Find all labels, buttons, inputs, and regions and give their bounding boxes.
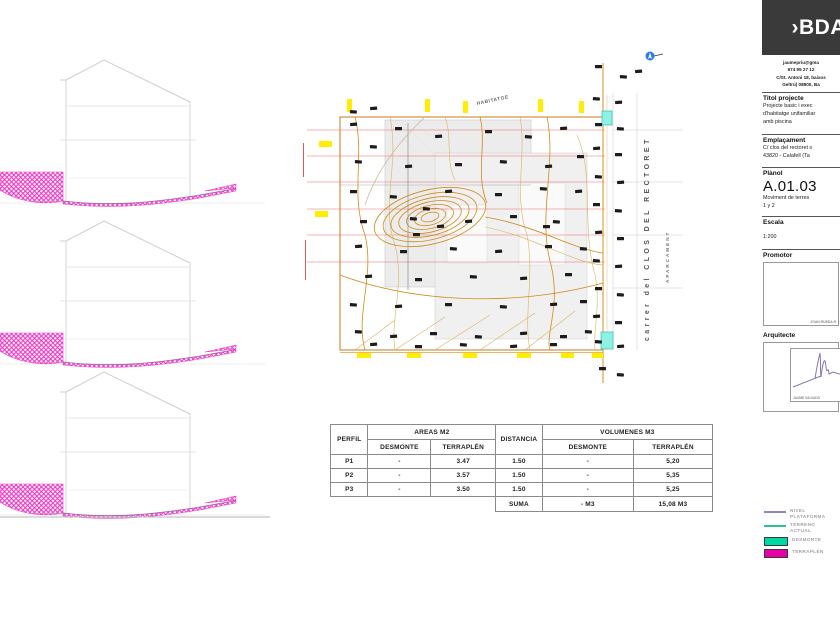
legend-label: DESMONTE <box>792 536 822 542</box>
sheet-number: A.01.03 <box>763 178 817 196</box>
contact-email: jaumepriu@gma <box>783 60 819 65</box>
plot-boundary <box>339 63 638 383</box>
divider <box>762 248 840 250</box>
cell-perfil: P3 <box>329 482 369 497</box>
cell-suma-desmonte: - M3 <box>541 496 634 512</box>
contact-address-1: C/St. Antoni 18, baixos <box>776 74 826 80</box>
elevation-labels <box>349 65 643 377</box>
architect-label: Arquitecte <box>763 331 796 339</box>
terreno-actual-swatch <box>764 525 786 528</box>
cell-vol-terraplen: 5,25 <box>632 482 714 497</box>
legend: NIVEL PLATAFORMA TERRENO ACTUAL DESMONTE… <box>764 508 840 561</box>
earthworks-table: PERFIL AREAS M2 DISTANCIA VOLUMENES M3 D… <box>329 424 714 512</box>
legend-label: TERRENO ACTUAL <box>790 522 816 534</box>
col-header-perfil: PERFIL <box>329 424 369 455</box>
contour-lines <box>339 116 604 351</box>
legend-label: NIVEL PLATAFORMA <box>790 508 826 519</box>
col-header-areas-desmonte: DESMONTE <box>367 439 432 455</box>
promoter-label: Promotor <box>763 251 793 259</box>
terraplen-swatch <box>764 548 788 558</box>
project-title-label: Titol projecte <box>763 95 804 103</box>
divider <box>762 92 840 94</box>
profile-p1 <box>0 59 266 207</box>
divider <box>762 167 840 169</box>
contact-info: jaumepriu@gma 674 95 27 12 C/St. Antoni … <box>762 59 840 88</box>
cell-distancia: 1.50 <box>495 482 543 497</box>
col-header-volumenes: VOLUMENES M3 <box>541 424 714 440</box>
table-row-p3: P3 - 3.50 1.50 - 5,25 <box>329 482 714 497</box>
col-header-areas-terraplen: TERRAPLÉN <box>430 439 497 455</box>
cell-distancia: 1.50 <box>495 468 543 483</box>
legend-label: TERRAPLÉN <box>792 548 824 554</box>
cell-area-terraplen: 3.50 <box>430 482 497 497</box>
cell-vol-terraplen: 5,35 <box>632 468 714 483</box>
architect-name: JAUME SALVADO <box>793 395 821 400</box>
table-row-suma: SUMA - M3 15,08 M3 <box>331 496 714 512</box>
legend-item-terreno-actual: TERRENO ACTUAL <box>764 522 840 533</box>
col-header-areas: AREAS M2 <box>367 424 497 440</box>
topographic-plan: HABITATGE carrer del CLOS DEL RECTORET A… <box>303 51 683 383</box>
col-header-distancia: DISTANCIA <box>495 424 543 455</box>
contact-phone: 674 95 27 12 <box>787 67 815 73</box>
nivel-plataforma-swatch <box>764 511 786 513</box>
legend-item-nivel-plataforma: NIVEL PLATAFORMA <box>764 508 840 519</box>
cell-area-terraplen: 3.57 <box>430 468 497 483</box>
signature-icon <box>792 352 840 388</box>
title-block: ›BDA jaumepriu@gma 674 95 27 12 C/St. An… <box>762 0 840 630</box>
sheet-subtitle: Moviment de terres 1 y 2 <box>763 195 810 209</box>
legend-item-terraplen: TERRAPLÉN <box>764 548 840 558</box>
contact-address-2: Geltrú) 08800, Ba <box>782 82 820 88</box>
cell-vol-desmonte: - <box>541 482 634 497</box>
street-label: carrer del CLOS DEL RECTORET <box>644 136 651 341</box>
cell-vol-desmonte: - <box>541 454 634 469</box>
desmonte-swatch <box>764 536 788 546</box>
col-header-vol-terraplen: TERRAPLÉN <box>632 439 714 455</box>
north-compass-icon <box>645 51 664 61</box>
cell-vol-desmonte: - <box>541 468 634 483</box>
survey-gridlines <box>307 129 605 263</box>
cell-area-desmonte: - <box>367 482 432 497</box>
left-red-annotations <box>303 143 306 280</box>
table-row-p1: P1 - 3.47 1.50 - 5,20 <box>329 454 714 469</box>
signature-box: JAUME SALVADO <box>790 347 840 402</box>
cell-suma-terraplen: 15,08 M3 <box>632 496 714 512</box>
promoter-name: JOAN RUEDA R <box>810 319 836 324</box>
cell-perfil: P1 <box>329 454 369 469</box>
legend-item-desmonte: DESMONTE <box>764 536 840 546</box>
company-logo: ›BDA <box>762 0 840 55</box>
promoter-box: JOAN RUEDA R <box>763 261 839 326</box>
cell-distancia: 1.50 <box>495 454 543 469</box>
architect-box: JAUME SALVADO <box>763 341 840 412</box>
cell-area-terraplen: 3.47 <box>430 454 497 469</box>
divider <box>762 216 840 218</box>
project-title-text: Projecte basic i exec d'habitatge unifam… <box>763 103 816 125</box>
highlight-marks <box>315 99 603 358</box>
scale-label: Escala <box>763 219 784 227</box>
cell-perfil: P2 <box>329 468 369 483</box>
building-footprint <box>340 119 588 340</box>
habitatge-label: HABITATGE <box>476 94 509 107</box>
divider <box>762 134 840 136</box>
aparcament-label: APARCAMENT <box>665 231 670 283</box>
sheet-label: Plànol <box>763 170 783 178</box>
cell-area-desmonte: - <box>367 454 432 469</box>
profile-p3 <box>0 371 266 519</box>
section-profiles-drawing <box>0 59 270 519</box>
location-text: C/ clos del rectoret s 43820 - Calafell … <box>763 145 813 159</box>
scale-value: 1:200 <box>763 234 777 241</box>
location-label: Emplaçament <box>763 137 806 145</box>
street-gridlines <box>613 129 683 289</box>
cell-vol-terraplen: 5,20 <box>632 454 714 469</box>
table-row-p2: P2 - 3.57 1.50 - 5,35 <box>329 468 714 483</box>
desmonte-markers <box>600 110 614 350</box>
cell-suma-label: SUMA <box>495 496 543 512</box>
cell-area-desmonte: - <box>367 468 432 483</box>
profile-p2 <box>0 220 266 368</box>
col-header-vol-desmonte: DESMONTE <box>541 439 634 455</box>
